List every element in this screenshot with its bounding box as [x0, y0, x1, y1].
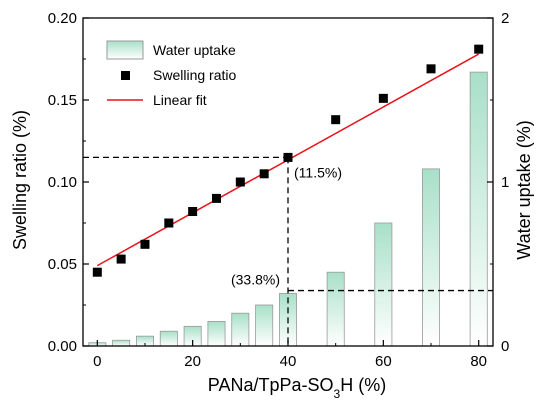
- x-tick-label: 0: [93, 353, 101, 370]
- x-tick-label: 20: [184, 353, 201, 370]
- legend-label-swelling-ratio: Swelling ratio: [153, 67, 236, 83]
- x-tick-label: 80: [470, 353, 487, 370]
- legend-swatch-water-uptake: [106, 40, 144, 60]
- swelling-ratio-point: [283, 152, 293, 162]
- water-uptake-bar: [112, 339, 131, 347]
- legend-label-linear-fit: Linear fit: [153, 92, 207, 108]
- legend-marker-swelling-ratio: [121, 71, 130, 80]
- swelling-ratio-points: [92, 44, 484, 277]
- axis-ticks: 0 20 40 60 80 0.00 0.05 0.10 0.15 0.20 0 1 2: [48, 10, 510, 370]
- y-left-tick-label: 0.20: [48, 10, 77, 27]
- water-uptake-bar: [255, 304, 274, 347]
- swelling-ratio-point: [259, 169, 269, 179]
- x-tick-label: 60: [375, 353, 392, 370]
- y-right-tick-label: 0: [501, 338, 509, 355]
- swelling-ratio-point: [474, 44, 484, 54]
- swelling-ratio-point: [116, 254, 126, 264]
- legend-label-water-uptake: Water uptake: [153, 42, 236, 58]
- swelling-ratio-point: [235, 177, 245, 187]
- swelling-ratio-point: [92, 267, 102, 277]
- y-right-tick-label: 2: [501, 10, 509, 27]
- swelling-ratio-point: [426, 64, 436, 74]
- swelling-ratio-point: [140, 239, 150, 249]
- y-left-tick-label: 0.05: [48, 256, 77, 273]
- y-left-tick-label: 0.10: [48, 174, 77, 191]
- y-left-tick-label: 0.15: [48, 92, 77, 109]
- water-uptake-bar: [422, 168, 441, 347]
- swelling-ratio-point: [164, 218, 174, 228]
- water-uptake-bar: [326, 271, 345, 347]
- x-axis-title: PANa/TpPa-SO3H (%): [208, 375, 386, 401]
- legend: Water uptake Swelling ratio Linear fit: [106, 40, 236, 108]
- water-uptake-bar: [159, 330, 178, 347]
- x-tick-label: 40: [280, 353, 297, 370]
- annotations: (11.5%) (33.8%): [231, 164, 342, 287]
- water-uptake-bar: [207, 320, 226, 347]
- y-right-tick-label: 1: [501, 174, 509, 191]
- left-y-axis-title: Swelling ratio (%): [10, 110, 30, 250]
- y-left-tick-label: 0.00: [48, 338, 77, 355]
- annotation-water-uptake: (33.8%): [231, 272, 280, 288]
- water-uptake-bar: [231, 312, 250, 347]
- swelling-ratio-point: [331, 115, 341, 125]
- swelling-ratio-point: [211, 193, 221, 203]
- annotation-swelling: (11.5%): [294, 164, 342, 180]
- guide-lines: [83, 156, 493, 346]
- swelling-ratio-point: [378, 93, 388, 103]
- right-y-axis-title: Water uptake (%): [514, 120, 534, 259]
- water-uptake-bar: [469, 71, 488, 347]
- swelling-ratio-point: [188, 207, 198, 217]
- water-uptake-bar: [374, 222, 393, 347]
